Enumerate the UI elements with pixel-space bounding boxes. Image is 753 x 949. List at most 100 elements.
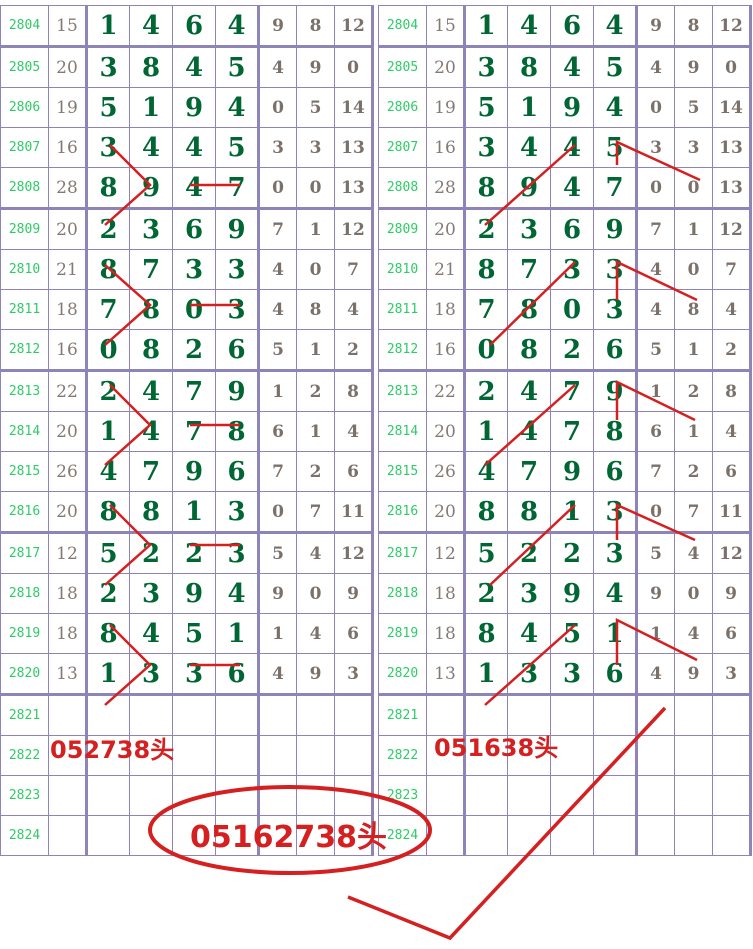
sum-cell: 12 <box>48 532 87 574</box>
digit-cell: 4 <box>550 167 594 210</box>
sum-cell: 13 <box>426 653 465 696</box>
right-draw-table: 2804 15 1 4 6 4 9 8 12 2805 20 3 8 4 5 4 9 0 2806 19 5 1 9 4 0 5 1… <box>378 5 752 856</box>
digit-cell: 9 <box>593 208 638 250</box>
sum-cell: 16 <box>48 127 87 168</box>
highlight-ellipse <box>148 785 432 875</box>
digit-cell <box>85 735 130 776</box>
trend-line <box>104 264 152 346</box>
digit-cell: 9 <box>215 208 260 250</box>
digit-cell: 2 <box>550 329 594 372</box>
digit-cell: 3 <box>550 249 594 290</box>
stat-cell: 9 <box>712 573 752 614</box>
stat-cell: 12 <box>712 5 752 48</box>
period-cell: 2814 <box>0 411 49 452</box>
stat-cell: 1 <box>636 370 675 412</box>
digit-cell: 9 <box>215 370 260 412</box>
period-cell: 2805 <box>0 46 49 88</box>
left-draw-table: 2804 15 1 4 6 4 9 8 12 2805 20 3 8 4 5 4 9 0 2806 19 5 1 9 4 0 5 1… <box>0 5 374 856</box>
digit-cell: 4 <box>215 5 260 48</box>
digit-cell: 3 <box>507 573 551 614</box>
trend-line <box>615 140 701 182</box>
stat-cell: 12 <box>334 5 374 48</box>
stat-cell <box>636 815 675 856</box>
stat-cell <box>712 815 752 856</box>
stat-cell <box>296 735 335 776</box>
digit-cell: 3 <box>172 653 216 696</box>
digit-cell: 3 <box>129 573 173 614</box>
digit-cell: 4 <box>85 451 130 492</box>
stat-cell: 5 <box>636 532 675 574</box>
digit-cell: 3 <box>550 653 594 696</box>
stat-cell <box>296 694 335 736</box>
digit-cell: 4 <box>593 573 638 614</box>
stat-cell: 5 <box>636 329 675 372</box>
sum-cell: 16 <box>426 329 465 372</box>
table-row: 2815 26 4 7 9 6 7 2 6 <box>0 451 374 492</box>
sum-cell: 20 <box>48 208 87 250</box>
table-row: 2821 <box>378 694 752 736</box>
stat-cell <box>334 815 374 856</box>
digit-cell: 3 <box>507 653 551 696</box>
digit-cell: 0 <box>85 329 130 372</box>
table-row: 2806 19 5 1 9 4 0 5 14 <box>378 87 752 128</box>
digit-cell <box>129 694 173 736</box>
digit-cell: 1 <box>593 613 638 654</box>
stat-cell: 9 <box>334 573 374 614</box>
stat-cell <box>296 775 335 816</box>
sum-cell: 15 <box>48 5 87 48</box>
trend-line <box>104 384 152 466</box>
trend-line <box>489 504 576 586</box>
table-row: 2819 18 8 4 5 1 1 4 6 <box>0 613 374 654</box>
digit-cell: 4 <box>129 5 173 48</box>
stat-cell: 6 <box>258 411 297 452</box>
period-cell: 2820 <box>0 653 49 696</box>
digit-cell: 2 <box>550 532 594 574</box>
digit-cell <box>215 775 260 816</box>
stat-cell: 4 <box>712 411 752 452</box>
digit-cell: 3 <box>129 653 173 696</box>
digit-cell: 4 <box>172 46 216 88</box>
stat-cell: 2 <box>334 329 374 372</box>
digit-cell: 6 <box>593 329 638 372</box>
stat-cell: 4 <box>258 289 297 330</box>
digit-cell: 6 <box>215 451 260 492</box>
digit-cell: 4 <box>507 370 551 412</box>
digit-cell: 1 <box>172 491 216 534</box>
digit-cell: 5 <box>215 127 260 168</box>
digit-cell: 8 <box>85 167 130 210</box>
digit-cell: 1 <box>129 87 173 128</box>
table-row: 2806 19 5 1 9 4 0 5 14 <box>0 87 374 128</box>
digit-cell: 2 <box>463 208 508 250</box>
stat-cell <box>636 694 675 736</box>
table-row: 2809 20 2 3 6 9 7 1 12 <box>0 208 374 250</box>
digit-cell: 2 <box>463 370 508 412</box>
table-row: 2820 13 1 3 3 6 4 9 3 <box>0 653 374 696</box>
period-cell: 2822 <box>378 735 427 776</box>
table-row: 2816 20 8 8 1 3 0 7 11 <box>0 491 374 534</box>
digit-cell <box>129 735 173 776</box>
stat-cell: 9 <box>258 5 297 48</box>
stat-cell: 13 <box>712 167 752 210</box>
sum-cell <box>48 815 87 856</box>
digit-cell <box>215 815 260 856</box>
stat-cell: 4 <box>334 411 374 452</box>
digit-cell <box>550 735 594 776</box>
digit-cell: 8 <box>507 491 551 534</box>
stat-cell: 9 <box>636 573 675 614</box>
stat-cell: 1 <box>258 613 297 654</box>
sum-cell: 18 <box>426 613 465 654</box>
sum-cell: 20 <box>426 411 465 452</box>
sum-cell: 20 <box>48 46 87 88</box>
stat-cell: 14 <box>334 87 374 128</box>
stat-cell: 6 <box>334 451 374 492</box>
table-row: 2818 18 2 3 9 4 9 0 9 <box>378 573 752 614</box>
digit-cell: 9 <box>550 573 594 614</box>
stat-cell: 3 <box>712 653 752 696</box>
table-row: 2817 12 5 2 2 3 5 4 12 <box>378 532 752 574</box>
digit-cell: 3 <box>215 491 260 534</box>
trend-line <box>104 504 152 586</box>
stat-cell: 9 <box>636 5 675 48</box>
stat-cell: 0 <box>258 167 297 210</box>
stat-cell: 1 <box>296 208 335 250</box>
